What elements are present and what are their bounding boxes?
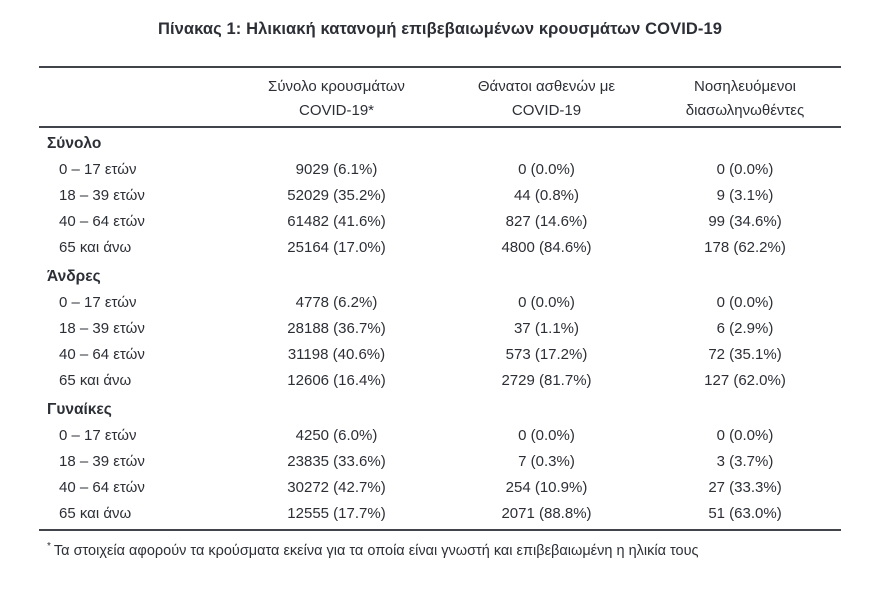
row-label: 65 και άνω bbox=[59, 372, 132, 389]
table-row: 18 – 39 ετών 28188 (36.7%) 37 (1.1%) 6 (… bbox=[39, 316, 841, 342]
row-label: 18 – 39 ετών bbox=[59, 453, 145, 470]
row-label: 18 – 39 ετών bbox=[59, 187, 145, 204]
cases-value: 25164 (17.0%) bbox=[287, 239, 386, 256]
row-label: 40 – 64 ετών bbox=[59, 213, 145, 230]
column-header-intubated-line1: Νοσηλευόμενοι bbox=[693, 78, 796, 95]
deaths-value: 0 (0.0%) bbox=[518, 161, 575, 178]
cases-value: 12606 (16.4%) bbox=[287, 372, 386, 389]
intubated-value: 0 (0.0%) bbox=[716, 427, 774, 444]
intubated-value: 178 (62.2%) bbox=[704, 239, 786, 256]
deaths-value: 254 (10.9%) bbox=[505, 479, 588, 496]
row-label: 40 – 64 ετών bbox=[59, 346, 145, 363]
column-header-deaths-line2: COVID-19 bbox=[511, 102, 582, 119]
row-label: 65 και άνω bbox=[59, 239, 132, 256]
deaths-value: 7 (0.3%) bbox=[518, 453, 575, 470]
column-header-deaths: Θάνατοι ασθενών με COVID-19 bbox=[444, 75, 649, 123]
intubated-value: 9 (3.1%) bbox=[716, 187, 774, 204]
page-title: Πίνακας 1: Ηλικιακή κατανομή επιβεβαιωμέ… bbox=[157, 20, 723, 38]
cases-value: 52029 (35.2%) bbox=[287, 187, 386, 204]
intubated-value: 0 (0.0%) bbox=[716, 294, 774, 311]
cases-value: 12555 (17.7%) bbox=[287, 505, 386, 522]
column-header-cases-line2: COVID-19* bbox=[298, 102, 375, 119]
deaths-value: 0 (0.0%) bbox=[518, 427, 575, 444]
column-header-deaths-line1: Θάνατοι ασθενών με bbox=[477, 78, 616, 95]
intubated-value: 99 (34.6%) bbox=[708, 213, 782, 230]
table-row: 40 – 64 ετών 61482 (41.6%) 827 (14.6%) 9… bbox=[39, 209, 841, 235]
table-row: 18 – 39 ετών 23835 (33.6%) 7 (0.3%) 3 (3… bbox=[39, 449, 841, 475]
deaths-value: 573 (17.2%) bbox=[505, 346, 588, 363]
table-row: 40 – 64 ετών 30272 (42.7%) 254 (10.9%) 2… bbox=[39, 475, 841, 501]
footnote-asterisk: * bbox=[47, 541, 51, 552]
intubated-value: 0 (0.0%) bbox=[716, 161, 774, 178]
section-header-men: Άνδρες bbox=[47, 268, 101, 285]
cases-value: 61482 (41.6%) bbox=[287, 213, 386, 230]
table-row: 65 και άνω 12606 (16.4%) 2729 (81.7%) 12… bbox=[39, 368, 841, 394]
intubated-value: 6 (2.9%) bbox=[716, 320, 774, 337]
table-row: 0 – 17 ετών 4778 (6.2%) 0 (0.0%) 0 (0.0%… bbox=[39, 290, 841, 316]
cases-value: 23835 (33.6%) bbox=[287, 453, 386, 470]
covid-age-distribution-table: Σύνολο κρουσμάτων COVID-19* Θάνατοι ασθε… bbox=[39, 66, 841, 562]
table-row: 0 – 17 ετών 9029 (6.1%) 0 (0.0%) 0 (0.0%… bbox=[39, 157, 841, 183]
section-header-total: Σύνολο bbox=[47, 135, 102, 152]
cases-value: 31198 (40.6%) bbox=[287, 346, 386, 363]
table-row: 65 και άνω 25164 (17.0%) 4800 (84.6%) 17… bbox=[39, 235, 841, 261]
deaths-value: 37 (1.1%) bbox=[513, 320, 580, 337]
row-label: 65 και άνω bbox=[59, 505, 132, 522]
table-footnote: * Τα στοιχεία αφορούν τα κρούσματα εκείνα… bbox=[39, 529, 841, 562]
intubated-value: 127 (62.0%) bbox=[704, 372, 786, 389]
table-row: 65 και άνω 12555 (17.7%) 2071 (88.8%) 51… bbox=[39, 501, 841, 527]
row-label: 0 – 17 ετών bbox=[59, 294, 137, 311]
column-header-cases-line1: Σύνολο κρουσμάτων bbox=[268, 78, 405, 95]
intubated-value: 72 (35.1%) bbox=[708, 346, 782, 363]
cases-value: 9029 (6.1%) bbox=[295, 161, 378, 178]
table-row: 0 – 17 ετών 4250 (6.0%) 0 (0.0%) 0 (0.0%… bbox=[39, 423, 841, 449]
row-label: 0 – 17 ετών bbox=[59, 161, 137, 178]
deaths-value: 2729 (81.7%) bbox=[501, 372, 592, 389]
intubated-value: 27 (33.3%) bbox=[708, 479, 782, 496]
column-header-intubated: Νοσηλευόμενοι διασωληνωθέντες bbox=[649, 75, 841, 123]
cases-value: 30272 (42.7%) bbox=[287, 479, 386, 496]
intubated-value: 3 (3.7%) bbox=[716, 453, 774, 470]
row-label: 40 – 64 ετών bbox=[59, 479, 145, 496]
table-row: 18 – 39 ετών 52029 (35.2%) 44 (0.8%) 9 (… bbox=[39, 183, 841, 209]
table-header-row: Σύνολο κρουσμάτων COVID-19* Θάνατοι ασθε… bbox=[39, 66, 841, 128]
deaths-value: 44 (0.8%) bbox=[513, 187, 580, 204]
intubated-value: 51 (63.0%) bbox=[708, 505, 782, 522]
deaths-value: 827 (14.6%) bbox=[505, 213, 588, 230]
column-header-intubated-line2: διασωληνωθέντες bbox=[685, 102, 805, 119]
row-label: 18 – 39 ετών bbox=[59, 320, 145, 337]
table-row: 40 – 64 ετών 31198 (40.6%) 573 (17.2%) 7… bbox=[39, 342, 841, 368]
footnote-text: Τα στοιχεία αφορούν τα κρούσματα εκείνα … bbox=[53, 542, 699, 559]
section-header-women: Γυναίκες bbox=[47, 401, 112, 418]
cases-value: 28188 (36.7%) bbox=[287, 320, 386, 337]
deaths-value: 2071 (88.8%) bbox=[501, 505, 592, 522]
deaths-value: 0 (0.0%) bbox=[518, 294, 575, 311]
row-label: 0 – 17 ετών bbox=[59, 427, 137, 444]
cases-value: 4778 (6.2%) bbox=[295, 294, 378, 311]
deaths-value: 4800 (84.6%) bbox=[501, 239, 592, 256]
cases-value: 4250 (6.0%) bbox=[295, 427, 378, 444]
column-header-cases: Σύνολο κρουσμάτων COVID-19* bbox=[229, 75, 444, 123]
